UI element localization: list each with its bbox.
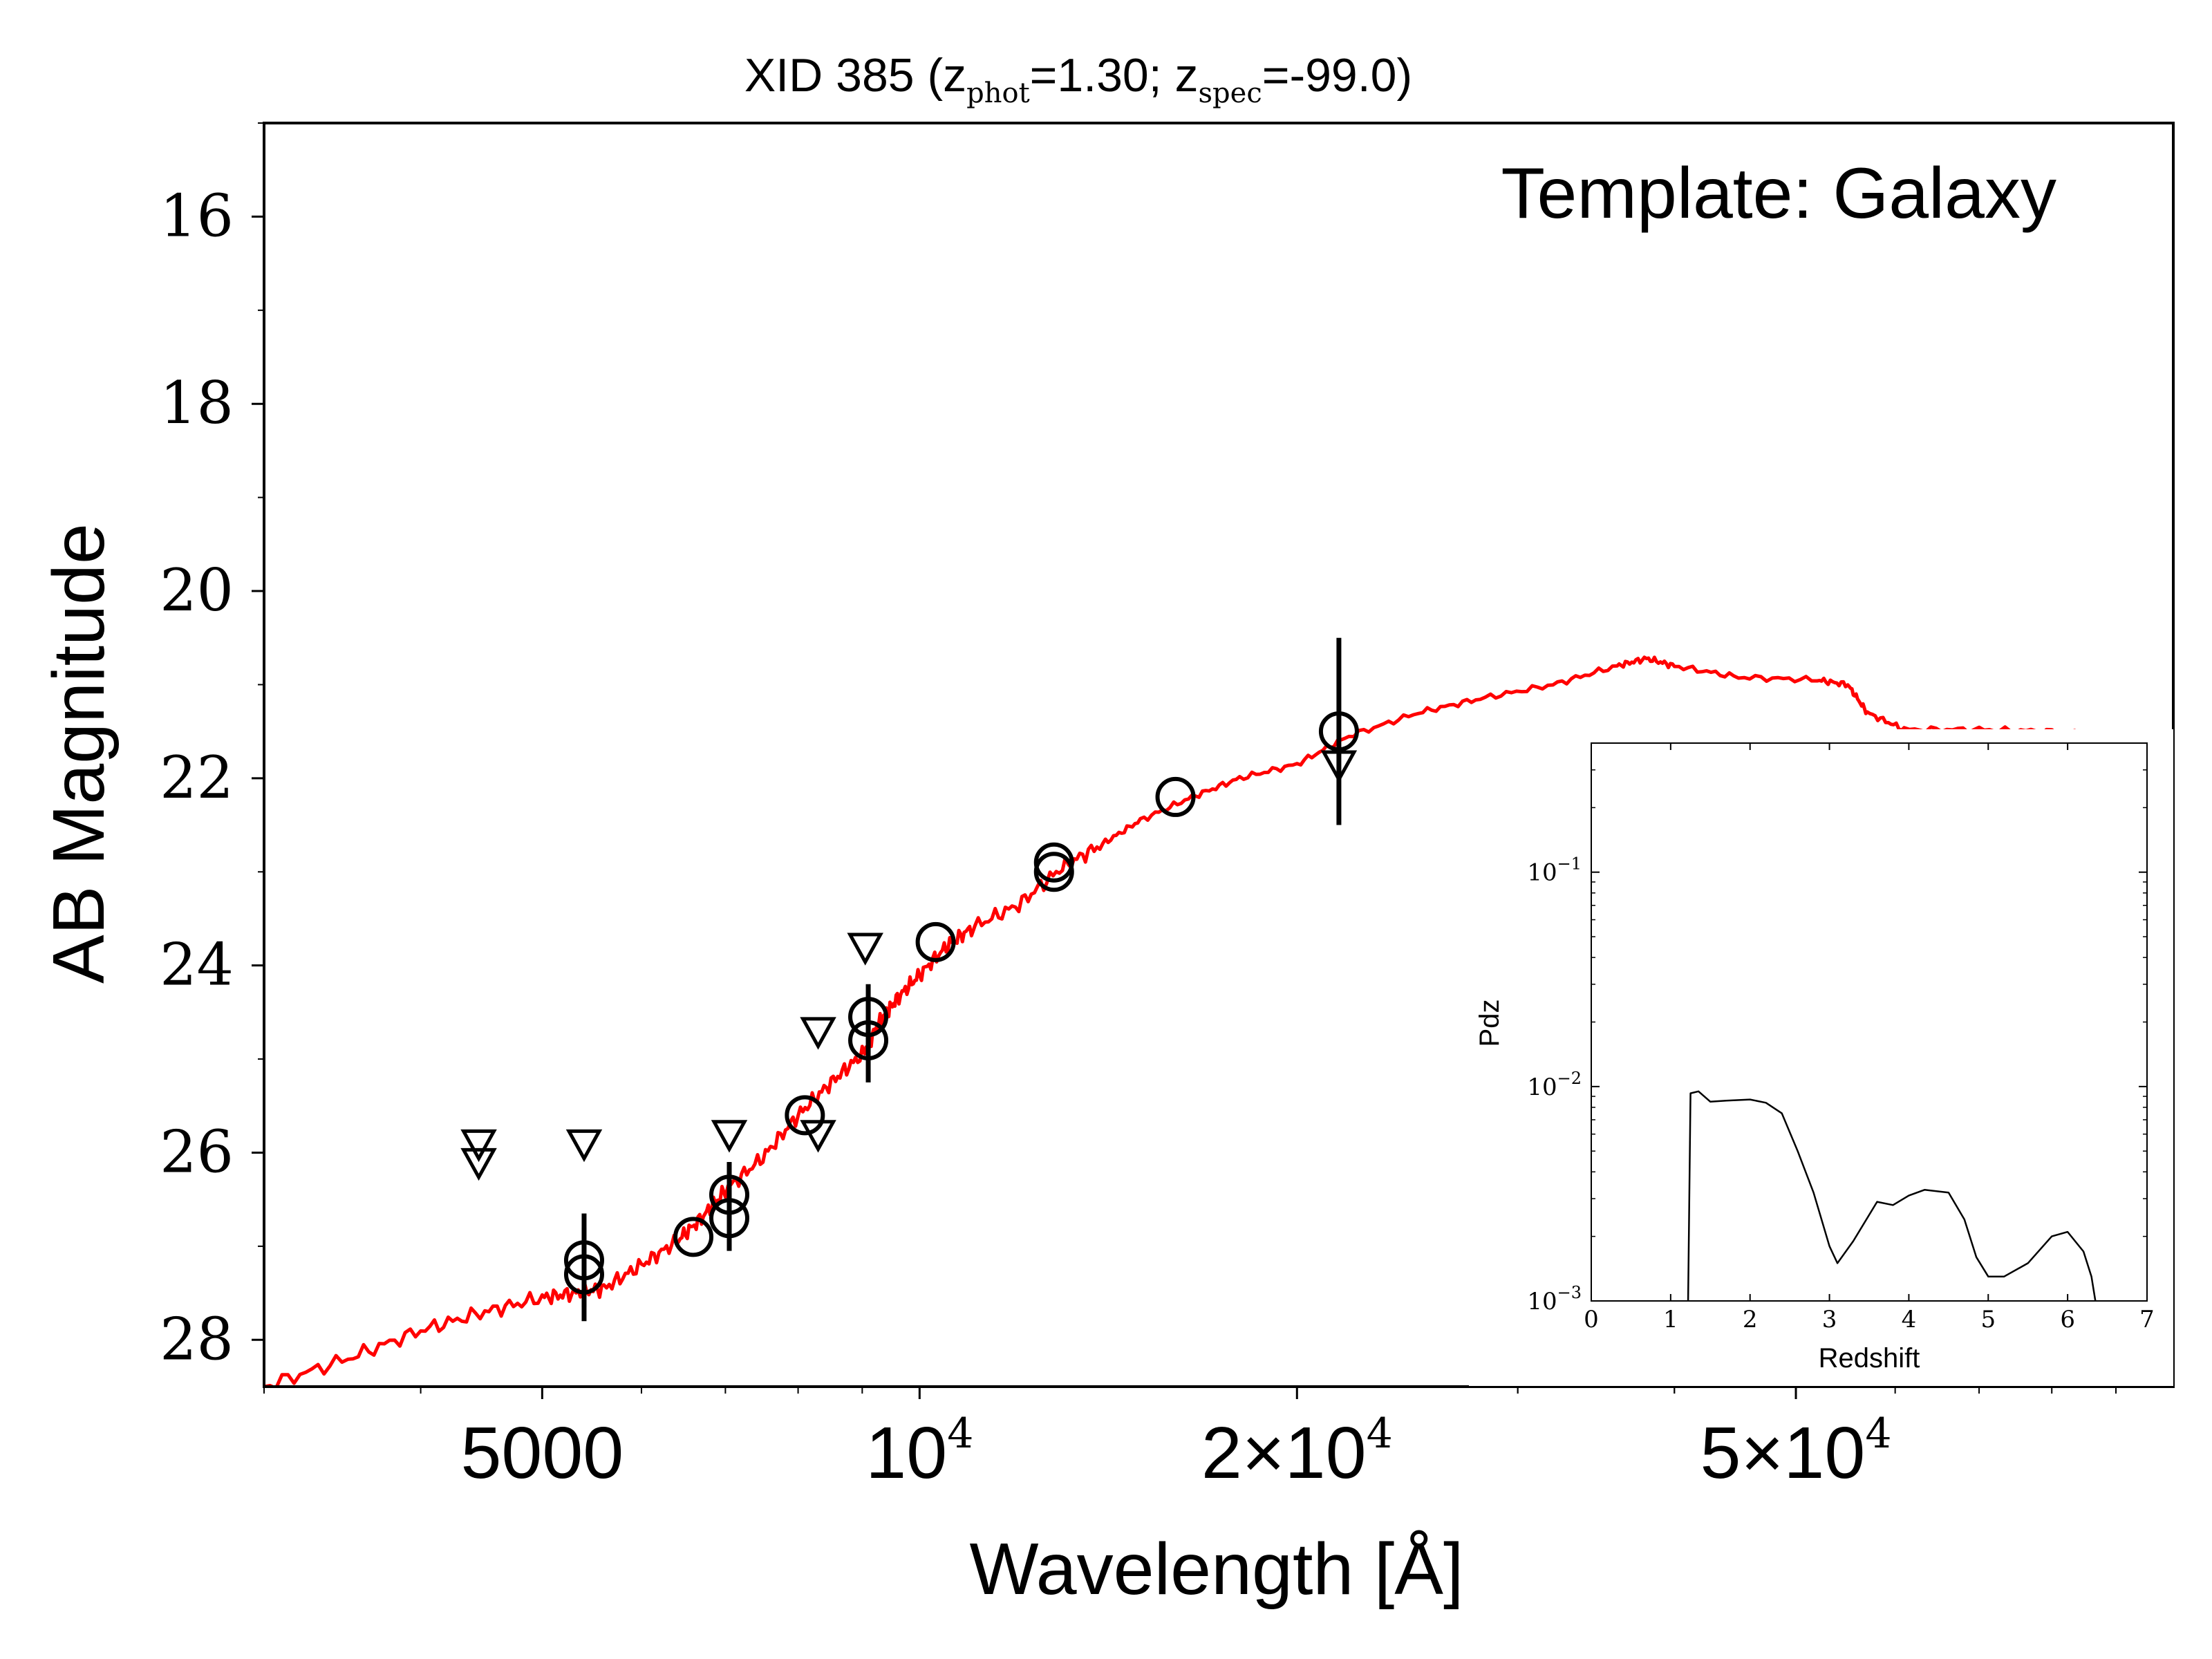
upper-limit-marker bbox=[800, 1120, 836, 1153]
inset-x-tick-label: 1 bbox=[1663, 1306, 1678, 1333]
y-tick-label: 16 bbox=[160, 182, 234, 250]
inset-x-tick-label: 4 bbox=[1902, 1306, 1917, 1333]
y-tick-label: 28 bbox=[160, 1305, 234, 1373]
detection-marker bbox=[673, 1217, 714, 1257]
main-series-layer bbox=[264, 637, 2173, 1387]
inset-x-tick-label: 3 bbox=[1822, 1306, 1837, 1333]
detection-marker bbox=[1033, 852, 1074, 892]
upper-limit-marker bbox=[460, 1147, 497, 1181]
template-annotation: Template: Galaxy bbox=[1501, 153, 2056, 234]
inset-x-tick-label: 7 bbox=[2139, 1306, 2155, 1333]
detection-marker bbox=[785, 1095, 825, 1136]
upper-limit-marker bbox=[847, 932, 883, 966]
y-axis-label: AB Magnitude bbox=[38, 523, 120, 984]
inset-background bbox=[1469, 729, 2173, 1386]
detection-marker bbox=[848, 997, 889, 1038]
inset-series-layer bbox=[1687, 1090, 2097, 1301]
x-tick-label: 5×104 bbox=[1700, 1409, 1892, 1494]
detection-marker bbox=[1318, 711, 1359, 752]
y-tick-label: 18 bbox=[160, 369, 234, 437]
x-tick-label: 2×104 bbox=[1201, 1409, 1393, 1494]
inset-x-tick-label: 6 bbox=[2060, 1306, 2075, 1333]
inset-plot-frame bbox=[1591, 742, 2148, 1302]
upper-limit-marker bbox=[565, 1129, 603, 1163]
inset-x-tick-label: 0 bbox=[1584, 1306, 1599, 1333]
y-tick-label: 20 bbox=[160, 556, 234, 624]
x-tick-label: 5000 bbox=[460, 1412, 624, 1494]
upper-limit-marker bbox=[711, 1120, 748, 1153]
detection-marker bbox=[848, 1020, 889, 1060]
inset-y-tick-label: 10−3 bbox=[1527, 1283, 1582, 1315]
inset-x-tick-label: 2 bbox=[1743, 1306, 1758, 1333]
y-tick-label: 26 bbox=[160, 1118, 234, 1185]
upper-limit-marker bbox=[460, 1129, 497, 1163]
x-axis-label: Wavelength [Å] bbox=[970, 1528, 1464, 1610]
model-sed-line bbox=[264, 655, 2173, 1387]
inset-y-tick-label: 10−1 bbox=[1527, 854, 1582, 887]
detection-marker bbox=[563, 1254, 604, 1295]
inset-x-label: Redshift bbox=[1819, 1343, 1920, 1374]
inset-axis-ticks: 0 1 2 3 4 5 6 7 10−1 10−2 10−3 bbox=[1527, 743, 2155, 1333]
y-tick-label: 24 bbox=[160, 931, 234, 999]
pdz-inset: 0 1 2 3 4 5 6 7 10−1 10−2 10−3 Redshift Pdz bbox=[1469, 729, 2173, 1386]
detection-marker bbox=[709, 1198, 749, 1239]
detection-marker bbox=[1033, 842, 1074, 883]
detection-marker bbox=[709, 1174, 749, 1215]
inset-y-label: Pdz bbox=[1474, 1000, 1505, 1047]
detection-marker bbox=[915, 921, 956, 962]
y-tick-label: 22 bbox=[160, 744, 234, 812]
pdz-line bbox=[1687, 1090, 2097, 1301]
inset-y-tick-label: 10−2 bbox=[1527, 1069, 1582, 1101]
x-tick-label: 104 bbox=[865, 1409, 973, 1494]
detection-marker bbox=[1155, 776, 1196, 817]
detection-marker bbox=[563, 1240, 604, 1281]
chart-title: XID 385 (zphot=1.30; zspec=-99.0) bbox=[744, 49, 1412, 109]
inset-x-tick-label: 5 bbox=[1980, 1306, 1996, 1333]
upper-limit-marker bbox=[800, 1017, 836, 1050]
